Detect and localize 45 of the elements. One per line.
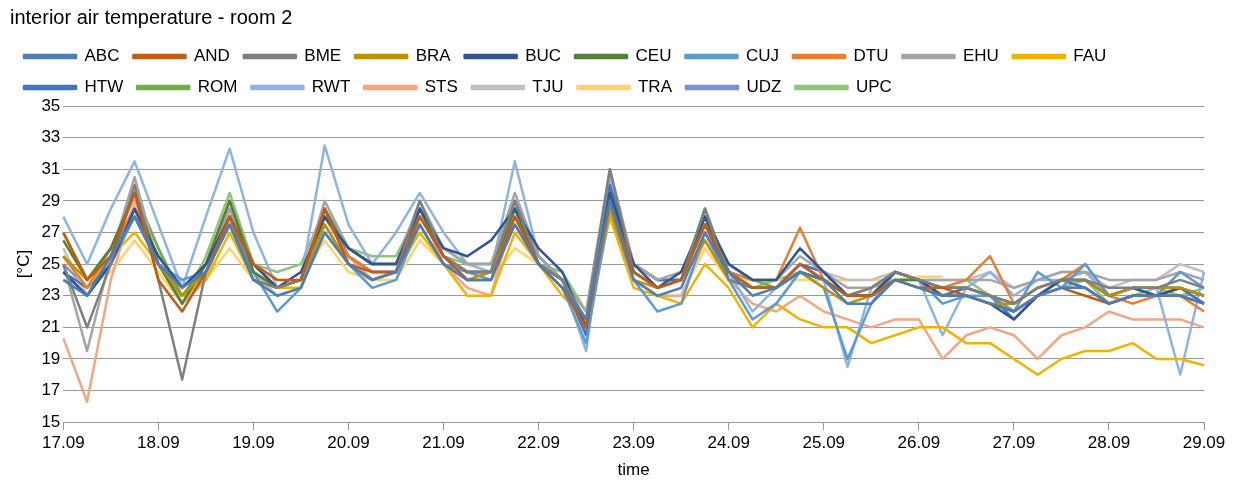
x-tick-label: 29.09 [1182, 433, 1226, 453]
y-tick-label: 17 [41, 380, 61, 400]
x-tick-label: 28.09 [1087, 433, 1131, 453]
y-axis-title: [°C] [13, 249, 33, 279]
x-tick-label: 19.09 [232, 433, 275, 453]
x-tick-label: 27.09 [992, 433, 1036, 453]
legend-label: EHU [962, 46, 999, 66]
legend-label: BRA [415, 46, 452, 66]
x-tick-label: 17.09 [42, 433, 85, 453]
x-axis-title: time [617, 460, 650, 480]
y-tick-label: 27 [41, 222, 61, 242]
y-tick-label: 19 [41, 348, 61, 368]
y-tick-label: 15 [41, 411, 61, 431]
legend-label: BME [304, 46, 342, 66]
legend-label: HTW [84, 77, 124, 97]
x-tick-label: 23.09 [612, 433, 655, 453]
y-tick-label: 33 [41, 127, 61, 147]
legend-label: STS [424, 77, 458, 97]
x-tick-label: 20.09 [327, 433, 370, 453]
x-tick-label: 25.09 [802, 433, 846, 453]
legend-label: CUJ [745, 46, 779, 66]
legend-label: TJU [532, 77, 564, 97]
y-tick-label: 29 [41, 190, 61, 210]
legend-label: FAU [1073, 46, 1107, 66]
legend-label: TRA [637, 77, 673, 97]
legend-label: RWT [311, 77, 351, 97]
x-tick-label: 18.09 [137, 433, 180, 453]
x-tick-label: 21.09 [422, 433, 465, 453]
x-tick-label: 24.09 [707, 433, 750, 453]
x-tick-label: 26.09 [897, 433, 941, 453]
legend-label: UDZ [746, 77, 782, 97]
y-tick-label: 21 [41, 317, 61, 337]
legend-label: AND [193, 46, 230, 66]
legend-label: CEU [635, 46, 672, 66]
legend-label: ABC [84, 46, 120, 66]
x-tick-label: 22.09 [517, 433, 560, 453]
y-tick-label: 23 [41, 285, 61, 305]
legend-label: UPC [855, 77, 892, 97]
y-tick-label: 25 [41, 253, 61, 273]
legend-label: ROM [197, 77, 238, 97]
legend-label: DTU [853, 46, 889, 66]
y-tick-label: 31 [41, 158, 61, 178]
y-tick-label: 35 [41, 95, 61, 115]
chart-title: interior air temperature - room 2 [10, 5, 293, 28]
legend-label: BUC [525, 46, 562, 66]
